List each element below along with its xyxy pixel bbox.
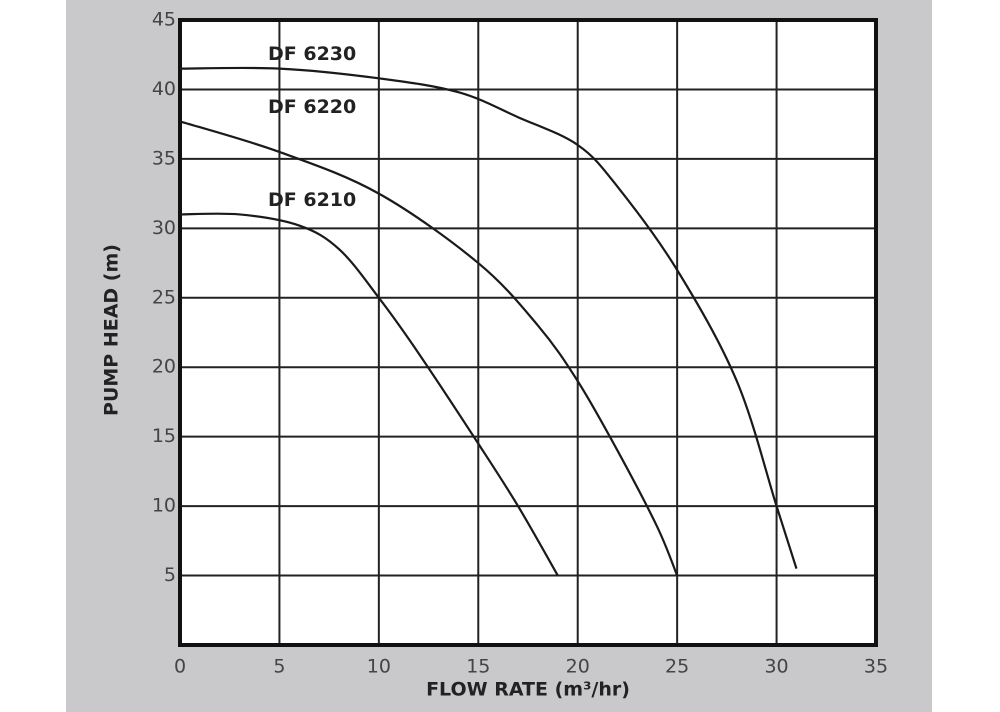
x-tick-label: 25	[665, 656, 689, 678]
y-axis-title: PUMP HEAD (m)	[101, 244, 123, 416]
plot-border	[178, 18, 878, 647]
series-label: DF 6230	[268, 43, 356, 65]
y-tick-label: 35	[152, 147, 176, 169]
series-line	[179, 212, 559, 577]
y-tick-label: 20	[152, 356, 176, 378]
y-tick-label: 15	[152, 425, 176, 447]
y-tick-label: 40	[152, 78, 176, 100]
x-tick-label: 30	[764, 656, 788, 678]
plot-area	[180, 20, 876, 645]
x-axis-title: FLOW RATE (m³/hr)	[426, 679, 630, 701]
series-label: DF 6220	[268, 96, 356, 118]
series-label: DF 6210	[268, 189, 356, 211]
y-tick-label: 25	[152, 286, 176, 308]
series-line	[179, 66, 798, 569]
x-tick-label: 35	[864, 656, 888, 678]
x-tick-label: 20	[566, 656, 590, 678]
y-tick-label: 5	[164, 564, 176, 586]
x-tick-label: 0	[174, 656, 186, 678]
x-tick-label: 10	[367, 656, 391, 678]
y-tick-label: 30	[152, 217, 176, 239]
x-tick-label: 5	[273, 656, 285, 678]
y-tick-label: 10	[152, 495, 176, 517]
x-tick-label: 15	[466, 656, 490, 678]
y-tick-label: 45	[152, 9, 176, 31]
series-line	[179, 120, 679, 576]
